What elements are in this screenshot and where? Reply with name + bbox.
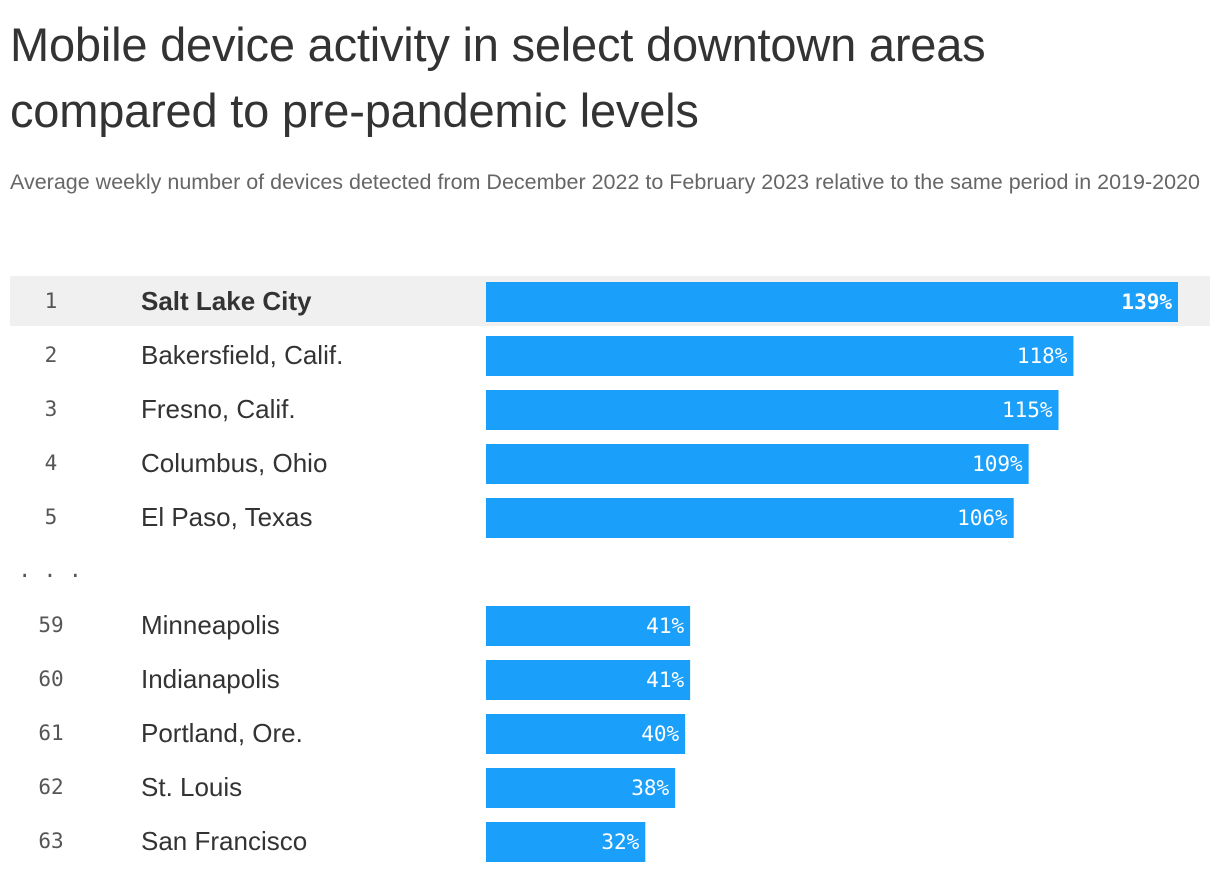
rank-label: 62 xyxy=(38,775,63,799)
rank-label: 3 xyxy=(45,397,58,421)
city-label: San Francisco xyxy=(141,826,307,856)
value-label: 115% xyxy=(1002,398,1053,422)
city-label: Columbus, Ohio xyxy=(141,448,327,478)
bar xyxy=(486,768,676,808)
bar xyxy=(486,822,646,862)
value-label: 109% xyxy=(972,452,1023,476)
value-label: 40% xyxy=(641,722,679,746)
rank-label: 4 xyxy=(45,451,58,475)
rank-label: 61 xyxy=(38,721,63,745)
value-label: 38% xyxy=(631,776,669,800)
value-label: 118% xyxy=(1017,344,1068,368)
city-label: El Paso, Texas xyxy=(141,502,313,532)
city-label: Bakersfield, Calif. xyxy=(141,340,343,370)
table-row: 3 Fresno, Calif. 115% xyxy=(45,390,1059,430)
rank-label: 1 xyxy=(45,289,58,313)
table-row: 4 Columbus, Ohio 109% xyxy=(45,444,1029,484)
rank-label: 2 xyxy=(45,343,58,367)
gap-marker: . . . xyxy=(18,558,81,582)
city-label: Portland, Ore. xyxy=(141,718,303,748)
value-label: 41% xyxy=(646,668,684,692)
bar xyxy=(486,336,1074,376)
bar xyxy=(486,390,1059,430)
bar xyxy=(486,714,686,754)
chart-title: Mobile device activity in select downtow… xyxy=(10,18,986,137)
bar xyxy=(486,282,1178,322)
chart-subtitle: Average weekly number of devices detecte… xyxy=(10,170,1200,194)
table-row: 2 Bakersfield, Calif. 118% xyxy=(45,336,1074,376)
table-row: 60 Indianapolis 41% xyxy=(38,660,691,700)
city-label: Salt Lake City xyxy=(141,286,312,316)
table-row: 62 St. Louis 38% xyxy=(38,768,676,808)
city-label: Fresno, Calif. xyxy=(141,394,296,424)
table-row: 59 Minneapolis 41% xyxy=(38,606,691,646)
table-row: 61 Portland, Ore. 40% xyxy=(38,714,686,754)
rank-label: 60 xyxy=(38,667,63,691)
bar xyxy=(486,606,691,646)
city-label: St. Louis xyxy=(141,772,242,802)
bar xyxy=(486,444,1029,484)
value-label: 139% xyxy=(1121,290,1172,314)
table-row: 5 El Paso, Texas 106% xyxy=(45,498,1014,538)
value-label: 41% xyxy=(646,614,684,638)
bar xyxy=(486,498,1014,538)
rank-label: 5 xyxy=(45,505,58,529)
rank-label: 63 xyxy=(38,829,63,853)
value-label: 106% xyxy=(957,506,1008,530)
table-row: 63 San Francisco 32% xyxy=(38,822,646,862)
table-row: 1 Salt Lake City 139% xyxy=(10,276,1210,326)
rank-label: 59 xyxy=(38,613,63,637)
bar xyxy=(486,660,691,700)
value-label: 32% xyxy=(601,830,639,854)
city-label: Minneapolis xyxy=(141,610,280,640)
city-label: Indianapolis xyxy=(141,664,280,694)
